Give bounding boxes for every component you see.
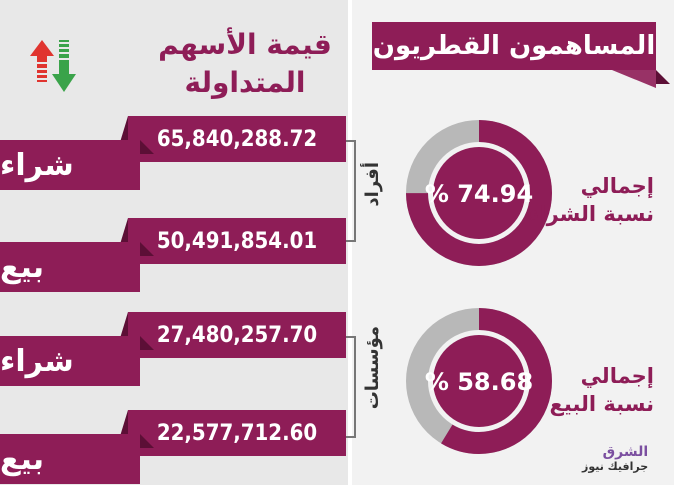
buy-ratio-label-line1: إجمالي — [580, 174, 654, 198]
group-bracket — [346, 336, 356, 438]
page-title: المساهمون القطريون — [372, 22, 656, 70]
brand-logo-main: الشرق — [602, 444, 649, 460]
down-arrow-icon — [52, 40, 76, 92]
column-header-line1: قيمة الأسهم — [158, 28, 332, 61]
sell-ratio-label: إجمالي نسبة البيع — [549, 362, 654, 418]
column-header: قيمة الأسهم المتداولة — [150, 26, 340, 102]
group-label-institutions: مؤسسات — [362, 326, 383, 410]
donut-arc — [406, 308, 552, 454]
up-arrow-icon — [30, 40, 54, 82]
label-institutions-sell: بيع — [0, 434, 140, 484]
donut-arc — [406, 120, 552, 266]
label-individuals-buy: شراء — [0, 140, 140, 190]
group-bracket — [346, 140, 356, 242]
buy-ratio-label: إجمالي نسبة الشراء — [528, 172, 654, 228]
group-label-individuals: أفراد — [362, 162, 383, 207]
sell-ratio-donut: % 58.68 — [406, 308, 552, 454]
donut-center — [433, 335, 525, 427]
donut-percent-text: % 58.68 — [425, 368, 533, 396]
sell-ratio-label-line2: نسبة البيع — [549, 392, 654, 416]
label-individuals-sell: بيع — [0, 242, 140, 292]
value-institutions-sell: 22,577,712.60 — [128, 410, 346, 456]
buy-ratio-donut: % 74.94 — [406, 120, 552, 266]
column-header-line2: المتداولة — [184, 66, 306, 99]
value-institutions-buy: 27,480,257.70 — [128, 312, 346, 358]
donut-percent-text: % 74.94 — [425, 180, 533, 208]
sell-ratio-label-line1: إجمالي — [580, 364, 654, 388]
value-individuals-sell: 50,491,854.01 — [128, 218, 346, 264]
up-down-arrows-icon — [30, 40, 76, 92]
label-institutions-buy: شراء — [0, 336, 140, 386]
brand-logo-sub: جرافيك نيوز — [582, 460, 649, 473]
buy-ratio-label-line2: نسبة الشراء — [528, 202, 654, 226]
brand-logo: الشرق جرافيك نيوز — [582, 444, 648, 473]
value-individuals-buy: 65,840,288.72 — [128, 116, 346, 162]
panel-divider — [348, 0, 352, 485]
donut-center — [433, 147, 525, 239]
